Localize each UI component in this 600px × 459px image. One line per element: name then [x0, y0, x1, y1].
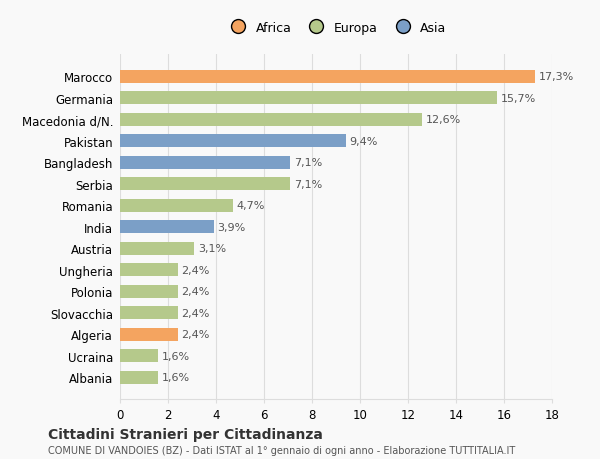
Bar — [120, 371, 158, 384]
Bar — [120, 71, 535, 84]
Text: 15,7%: 15,7% — [500, 94, 536, 104]
Text: Cittadini Stranieri per Cittadinanza: Cittadini Stranieri per Cittadinanza — [48, 427, 323, 442]
Text: 3,1%: 3,1% — [198, 244, 226, 254]
Bar — [120, 157, 290, 169]
Text: 2,4%: 2,4% — [181, 330, 209, 339]
Text: 17,3%: 17,3% — [539, 72, 574, 82]
Text: 2,4%: 2,4% — [181, 286, 209, 297]
Bar — [120, 328, 178, 341]
Text: 7,1%: 7,1% — [294, 158, 322, 168]
Bar — [120, 307, 178, 319]
Text: COMUNE DI VANDOIES (BZ) - Dati ISTAT al 1° gennaio di ogni anno - Elaborazione T: COMUNE DI VANDOIES (BZ) - Dati ISTAT al … — [48, 446, 515, 455]
Text: 1,6%: 1,6% — [162, 351, 190, 361]
Bar — [120, 113, 422, 127]
Bar — [120, 178, 290, 191]
Bar — [120, 199, 233, 212]
Text: 1,6%: 1,6% — [162, 372, 190, 382]
Bar — [120, 221, 214, 234]
Text: 12,6%: 12,6% — [426, 115, 461, 125]
Bar — [120, 135, 346, 148]
Text: 9,4%: 9,4% — [349, 136, 377, 146]
Bar — [120, 285, 178, 298]
Text: 2,4%: 2,4% — [181, 308, 209, 318]
Text: 4,7%: 4,7% — [236, 201, 265, 211]
Bar — [120, 92, 497, 105]
Legend: Africa, Europa, Asia: Africa, Europa, Asia — [221, 17, 452, 39]
Text: 7,1%: 7,1% — [294, 179, 322, 189]
Text: 2,4%: 2,4% — [181, 265, 209, 275]
Text: 3,9%: 3,9% — [217, 222, 245, 232]
Bar — [120, 263, 178, 276]
Bar — [120, 349, 158, 362]
Bar — [120, 242, 194, 255]
